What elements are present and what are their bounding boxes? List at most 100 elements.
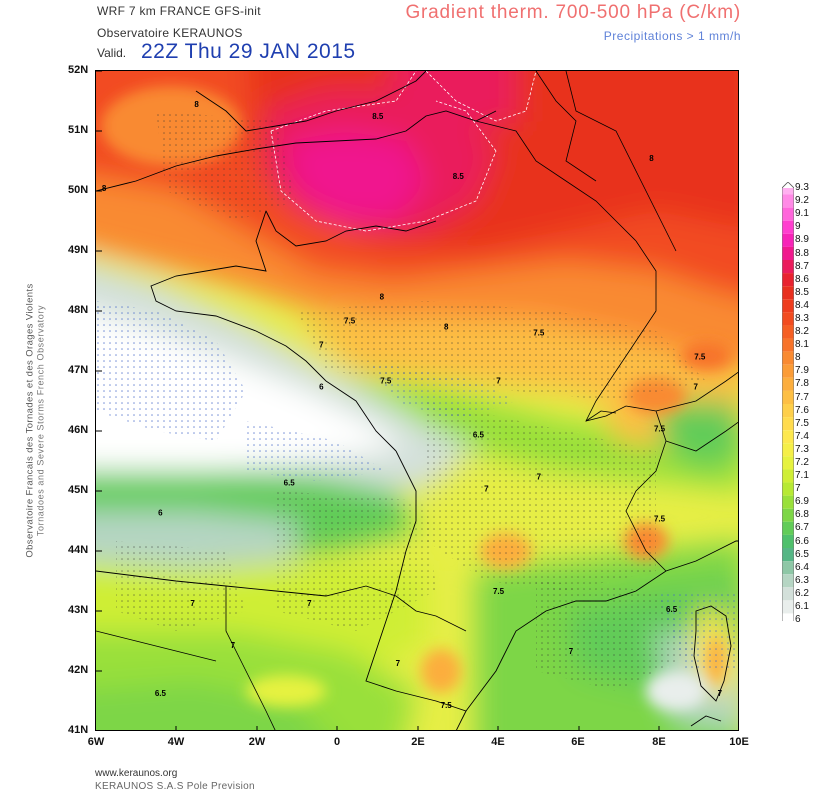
color-swatch (782, 325, 794, 339)
color-scale-value: 8.6 (795, 273, 809, 285)
color-scale-value: 6.7 (795, 522, 809, 534)
color-scale-value: 9.2 (795, 195, 809, 207)
color-scale-value: 6.6 (795, 535, 809, 547)
color-swatch (782, 207, 794, 221)
gradient-map: 8 8.5 8 8.5 8 8 7.5 8 7.5 7 7.5 7.5 7 6 7 7.5 6.5 7 6.5 7 6 7… (96, 71, 738, 730)
contour-label: 7 (319, 340, 324, 349)
side-credit-english: Tornadoes and Severe Storms French Obser… (35, 304, 46, 537)
model-line: WRF 7 km FRANCE GFS-init (97, 4, 261, 18)
coastlines (96, 71, 738, 730)
color-scale-value: 8.7 (795, 260, 809, 272)
contour-label: 7 (718, 689, 723, 698)
precipitation-dots (96, 111, 736, 691)
color-scale-value: 6.3 (795, 574, 809, 586)
lat-label-49n: 49N (68, 244, 89, 256)
contour-label: 8.5 (453, 172, 465, 181)
color-swatch (782, 286, 794, 300)
contour-label: 8.5 (372, 112, 384, 121)
valid-label: Valid. (97, 46, 127, 60)
color-swatch (782, 417, 794, 431)
color-swatch (782, 194, 794, 208)
color-swatch (782, 534, 794, 548)
side-credit-french: Observatoire Francais des Tornades et de… (24, 283, 36, 558)
color-swatch (782, 561, 794, 575)
color-swatch (782, 430, 794, 444)
color-scale-value: 7.8 (795, 378, 809, 390)
contour-label: 8 (194, 100, 199, 109)
color-scale-value: 8.3 (795, 312, 809, 324)
color-swatch (782, 188, 794, 202)
color-swatch (782, 260, 794, 274)
map-title: Gradient therm. 700-500 hPa (C/km) (405, 2, 741, 23)
lon-label-4e: 4E (491, 736, 505, 748)
lat-label-41n: 41N (68, 724, 89, 736)
color-swatch (782, 482, 794, 496)
contour-label: 7 (190, 599, 195, 608)
contour-label: 6.5 (155, 689, 167, 698)
color-scale-value: 8.1 (795, 339, 809, 351)
contour-label: 7 (569, 647, 574, 656)
color-swatch (782, 390, 794, 404)
contour-label: 7.5 (694, 352, 706, 361)
color-swatch (782, 404, 794, 418)
lon-label-6e: 6E (571, 736, 585, 748)
contour-label: 8 (102, 184, 107, 193)
contour-label: 6.5 (666, 605, 678, 614)
contour-label: 7 (396, 659, 401, 668)
color-swatch (782, 246, 794, 260)
valid-time: 22Z Thu 29 JAN 2015 (141, 40, 356, 63)
color-swatch (782, 587, 794, 601)
axis-ticks (96, 71, 660, 730)
color-scale-value: 7.6 (795, 404, 809, 416)
color-swatch (782, 443, 794, 457)
lon-label-6w: 6W (87, 736, 105, 748)
color-scale-value: 9.3 (795, 182, 809, 193)
lat-label-42n: 42N (68, 664, 89, 676)
contour-label: 7.5 (654, 425, 666, 434)
observatory-line: Observatoire KERAUNOS (97, 26, 243, 40)
color-swatch (782, 521, 794, 535)
color-swatch (782, 469, 794, 483)
color-scale-value: 6.8 (795, 509, 809, 521)
contour-label: 7 (307, 599, 312, 608)
contour-label: 6 (158, 509, 163, 518)
contour-label: 7 (484, 485, 489, 494)
lon-label-4w: 4W (167, 736, 185, 748)
side-credit: Observatoire Francais des Tornades et de… (25, 201, 46, 641)
contour-label: 6.5 (284, 479, 296, 488)
lon-label-2w: 2W (248, 736, 266, 748)
color-swatch (782, 548, 794, 562)
color-swatch (782, 338, 794, 352)
contour-label: 6 (319, 383, 324, 392)
contour-label: 7.5 (493, 587, 505, 596)
color-scale-value: 6.5 (795, 548, 809, 560)
lat-label-46n: 46N (68, 424, 89, 436)
lon-label-0: 0 (333, 736, 341, 748)
color-scale-value: 9.1 (795, 208, 809, 220)
color-scale-value: 7 (795, 483, 801, 495)
lat-label-51n: 51N (68, 124, 89, 136)
footer-company: KERAUNOS S.A.S Pole Prevision (95, 781, 255, 792)
color-swatch (782, 574, 794, 588)
color-scale-value: 8.8 (795, 247, 809, 259)
lat-label-52n: 52N (68, 64, 89, 76)
gradient-hotspots (101, 86, 731, 711)
contour-label: 8 (380, 292, 385, 301)
color-swatch (782, 613, 794, 626)
contour-label: 7.5 (380, 377, 392, 386)
color-swatch (782, 456, 794, 470)
color-scale-value: 8.2 (795, 326, 809, 337)
color-scale-value: 6.2 (795, 587, 809, 599)
lon-label-10e: 10E (729, 736, 749, 748)
lon-label-2e: 2E (411, 736, 425, 748)
contour-label: 7 (537, 473, 542, 482)
contour-label: 7 (231, 641, 236, 650)
color-swatch (782, 233, 794, 247)
contour-labels: 8 8.5 8 8.5 8 8 7.5 8 7.5 7 7.5 7.5 7 6 7 7.5 6.5 7 6.5 7 6 7… (102, 100, 723, 710)
footer-url: www.keraunos.org (95, 768, 178, 779)
lat-label-50n: 50N (68, 184, 89, 196)
color-swatch (782, 495, 794, 509)
color-scale-value: 7.5 (795, 417, 809, 429)
contour-label: 7.5 (441, 701, 453, 710)
contour-label: 8 (649, 154, 654, 163)
